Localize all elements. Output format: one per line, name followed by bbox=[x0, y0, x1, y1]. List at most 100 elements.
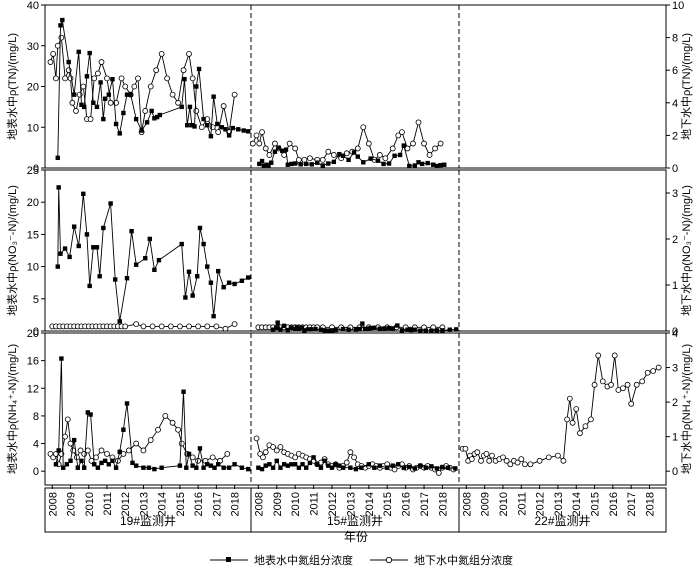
ground-point bbox=[175, 426, 181, 433]
ground-point bbox=[77, 447, 84, 454]
surface-point bbox=[359, 465, 364, 470]
x-tick-label: 2009 bbox=[272, 492, 284, 516]
surface-point bbox=[296, 465, 302, 470]
surface-point bbox=[215, 462, 221, 467]
surface-point bbox=[346, 157, 351, 163]
surface-point bbox=[156, 257, 162, 263]
surface-point bbox=[307, 460, 313, 466]
surface-point bbox=[333, 462, 338, 467]
ground-point bbox=[215, 129, 222, 136]
ground-point bbox=[149, 323, 156, 330]
surface-point bbox=[152, 267, 157, 273]
surface-point bbox=[143, 256, 148, 261]
surface-point bbox=[124, 92, 130, 97]
surface-point bbox=[357, 326, 362, 332]
surface-point bbox=[101, 116, 106, 122]
surface-point bbox=[397, 152, 403, 158]
legend-ground-marker bbox=[385, 556, 393, 564]
surface-point bbox=[197, 446, 203, 451]
surface-point bbox=[445, 465, 451, 470]
ground-point bbox=[655, 364, 662, 371]
y-left-tick-label: 0 bbox=[33, 163, 39, 175]
surface-point bbox=[326, 161, 331, 166]
surface-point bbox=[81, 104, 87, 110]
ground-point bbox=[98, 59, 105, 65]
surface-point bbox=[55, 264, 60, 269]
surface-point bbox=[361, 160, 366, 165]
surface-point bbox=[201, 465, 206, 470]
ground-point bbox=[330, 152, 337, 158]
ground-point bbox=[307, 155, 313, 162]
surface-point bbox=[305, 327, 311, 332]
ground-point bbox=[343, 459, 350, 466]
ground-point bbox=[177, 323, 183, 330]
surface-point bbox=[129, 228, 134, 234]
surface-point bbox=[154, 114, 160, 120]
surface-point bbox=[289, 161, 294, 167]
x-tick-label: 2011 bbox=[516, 492, 528, 516]
surface-point bbox=[94, 245, 100, 250]
ground-point bbox=[50, 51, 57, 57]
surface-point bbox=[396, 462, 401, 467]
surface-point bbox=[392, 153, 397, 158]
y-right-tick-label: 2 bbox=[672, 234, 678, 246]
ground-point bbox=[73, 108, 79, 114]
surface-point bbox=[386, 161, 392, 166]
surface-point bbox=[71, 224, 77, 229]
surface-point bbox=[221, 465, 226, 470]
surface-point bbox=[434, 163, 440, 169]
surface-point bbox=[418, 328, 423, 333]
ground-point bbox=[209, 454, 216, 461]
surface-point bbox=[405, 327, 410, 332]
surface-point bbox=[267, 462, 272, 467]
x-tick-label: 2010 bbox=[498, 492, 510, 516]
surface-point bbox=[184, 123, 190, 128]
surface-point bbox=[67, 254, 72, 260]
surface-point bbox=[377, 326, 383, 331]
surface-series-line bbox=[55, 358, 249, 470]
ground-point bbox=[272, 140, 278, 147]
surface-point bbox=[152, 466, 157, 472]
surface-point bbox=[283, 147, 289, 152]
surface-point bbox=[440, 328, 445, 333]
ground-point bbox=[164, 75, 171, 82]
ground-point bbox=[503, 457, 510, 464]
surface-point bbox=[366, 462, 372, 467]
surface-point bbox=[177, 463, 183, 468]
y-left-tick-label: 10 bbox=[27, 262, 39, 274]
surface-point bbox=[141, 465, 146, 470]
ground-point bbox=[389, 145, 396, 152]
surface-point bbox=[215, 268, 221, 274]
surface-point bbox=[348, 465, 353, 470]
ground-point bbox=[169, 419, 176, 426]
surface-point bbox=[76, 243, 81, 249]
ground-point bbox=[204, 323, 211, 330]
surface-point bbox=[309, 162, 314, 167]
ground-point bbox=[69, 99, 76, 106]
y-left-tick-label: 0 bbox=[33, 326, 39, 338]
surface-point bbox=[189, 123, 194, 128]
ground-point bbox=[301, 156, 308, 163]
surface-point bbox=[438, 162, 443, 168]
surface-point bbox=[62, 246, 68, 251]
surface-point bbox=[337, 151, 342, 157]
surface-point bbox=[152, 116, 157, 121]
surface-point bbox=[346, 327, 351, 332]
surface-point bbox=[274, 458, 279, 464]
ground-point bbox=[365, 140, 372, 147]
y-left-tick-label: 20 bbox=[27, 82, 39, 94]
ground-point bbox=[319, 156, 326, 163]
surface-point bbox=[382, 326, 387, 331]
x-tick-label: 2008 bbox=[461, 492, 473, 516]
x-tick-label: 2011 bbox=[102, 492, 114, 516]
ground-point bbox=[468, 456, 475, 462]
surface-point bbox=[423, 328, 429, 333]
ground-point bbox=[536, 457, 543, 464]
surface-point bbox=[121, 427, 126, 432]
surface-point bbox=[59, 356, 64, 361]
x-tick-label: 2014 bbox=[571, 492, 583, 516]
x-tick-label: 2012 bbox=[535, 492, 547, 516]
surface-point bbox=[416, 160, 421, 165]
surface-point bbox=[87, 50, 92, 56]
surface-point bbox=[412, 327, 418, 332]
